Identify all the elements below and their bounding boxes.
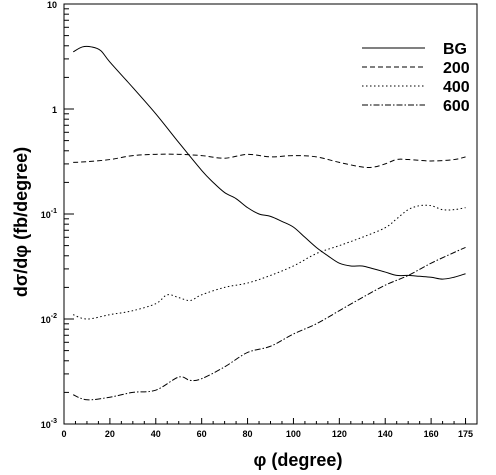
x-tick-label: 160 (424, 429, 439, 439)
series-line-bg (72, 45, 466, 280)
x-tick-label: 140 (378, 429, 393, 439)
x-tick-label: 80 (243, 429, 253, 439)
x-tick-label: 175 (458, 429, 473, 439)
y-tick-base: 10 (41, 210, 51, 220)
x-tick-label: 20 (105, 429, 115, 439)
x-tick-label: 120 (332, 429, 347, 439)
y-tick-base: 1 (52, 105, 57, 115)
legend-label-bg: BG (443, 41, 467, 58)
series-layer (72, 45, 466, 401)
y-tick-exponent: -3 (51, 418, 57, 425)
legend-label-400: 400 (443, 79, 470, 96)
y-tick-label: 10 (47, 0, 57, 10)
y-axis-title: dσ/dφ (fb/degree) (11, 147, 31, 297)
x-axis-title: φ (degree) (254, 450, 343, 470)
y-tick-exponent: -1 (51, 208, 57, 215)
legend-label-600: 600 (443, 98, 470, 115)
series-line-400 (73, 204, 466, 320)
x-tick-label: 100 (286, 429, 301, 439)
y-tick-base: 10 (47, 0, 57, 10)
x-tick-label: 40 (151, 429, 161, 439)
series-line-600 (72, 247, 466, 401)
y-tick-label: 10-3 (41, 418, 57, 430)
x-axis-ticks: 0 20 40 60 80 100 120 140 160 175 (61, 418, 473, 439)
series-line-200 (73, 153, 466, 169)
plot-frame (63, 3, 478, 425)
y-tick-label: 1 (52, 105, 57, 115)
y-tick-label: 10-2 (41, 313, 57, 325)
legend-label-200: 200 (443, 60, 470, 77)
y-tick-label: 10-1 (41, 208, 57, 220)
x-tick-label: 60 (197, 429, 207, 439)
x-tick-label: 0 (61, 429, 66, 439)
y-tick-exponent: -2 (51, 313, 57, 320)
y-tick-base: 10 (41, 315, 51, 325)
legend: BG 200 400 600 (362, 41, 470, 115)
y-tick-base: 10 (41, 420, 51, 430)
